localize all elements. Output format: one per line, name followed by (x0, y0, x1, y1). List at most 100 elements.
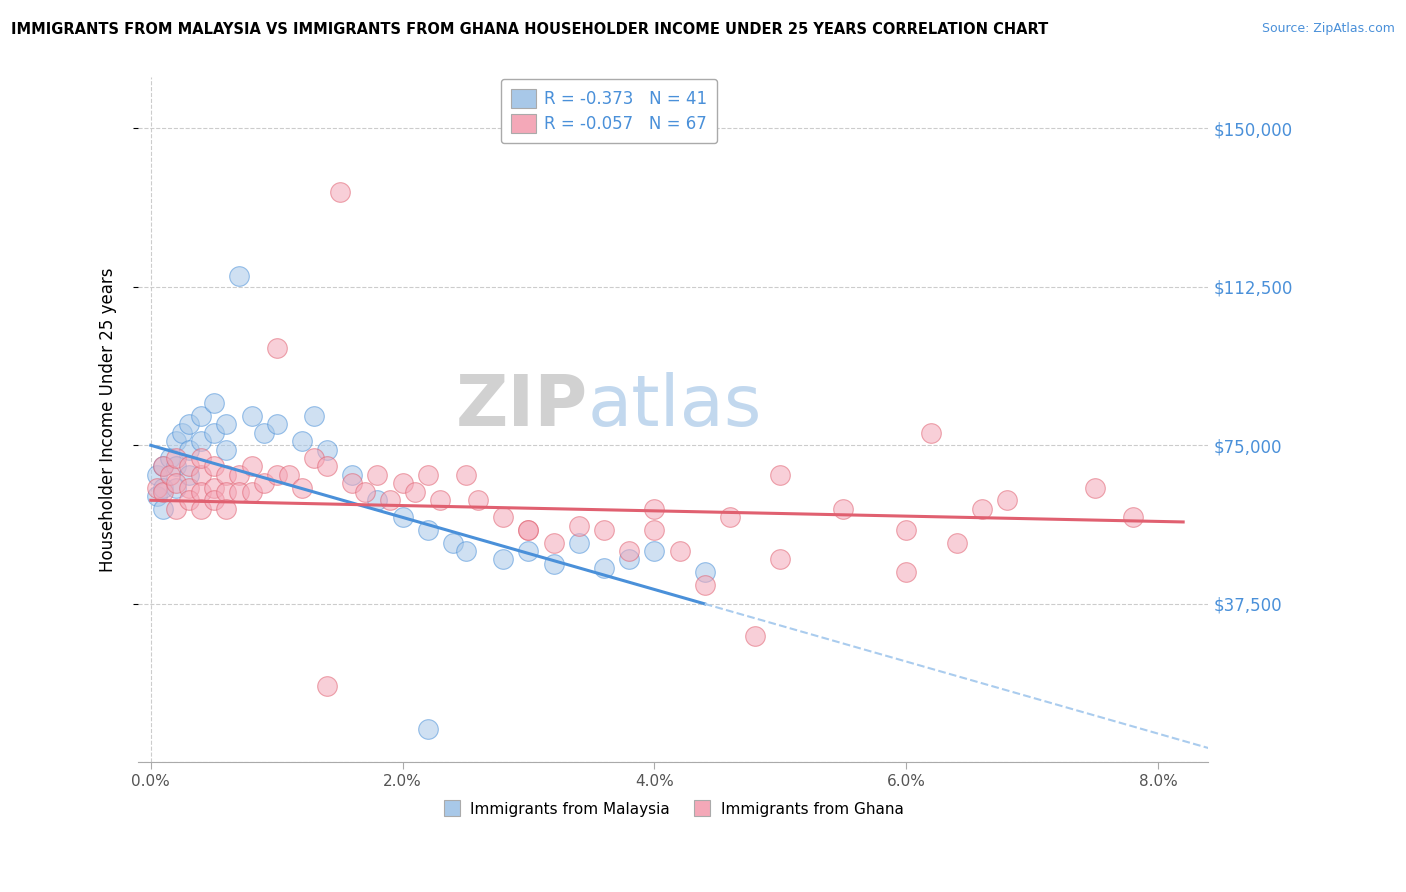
Point (146, 489, 169, 503)
Point (215, 484, 238, 499)
Point (190, 409, 212, 423)
Point (429, 493, 451, 508)
Point (190, 467, 212, 482)
Point (316, 442, 339, 457)
Point (668, 544, 690, 558)
Point (240, 459, 263, 474)
Point (945, 535, 967, 549)
Point (159, 467, 181, 482)
Y-axis label: Householder Income Under 25 years: Householder Income Under 25 years (100, 268, 117, 572)
Point (202, 396, 225, 410)
Point (316, 459, 339, 474)
Point (454, 544, 477, 558)
Point (152, 501, 174, 516)
Point (202, 493, 225, 508)
Point (619, 552, 641, 566)
Point (253, 425, 276, 440)
Point (492, 510, 515, 524)
Point (215, 467, 238, 482)
Point (165, 501, 187, 516)
Point (146, 481, 169, 495)
Point (391, 510, 413, 524)
Point (228, 484, 250, 499)
Point (416, 467, 439, 482)
Point (215, 417, 238, 432)
Point (568, 518, 591, 533)
Text: atlas: atlas (588, 372, 762, 441)
Point (517, 544, 540, 558)
Point (190, 434, 212, 448)
Point (391, 476, 413, 491)
Point (492, 552, 515, 566)
Point (177, 442, 200, 457)
Point (266, 467, 288, 482)
Point (165, 459, 187, 474)
Point (995, 493, 1018, 508)
Point (240, 484, 263, 499)
Point (215, 501, 238, 516)
Point (643, 501, 665, 516)
Point (266, 341, 288, 355)
Point (152, 484, 174, 499)
Point (190, 501, 212, 516)
Point (454, 467, 477, 482)
Point (353, 484, 375, 499)
Point (177, 467, 200, 482)
Point (202, 425, 225, 440)
Text: IMMIGRANTS FROM MALAYSIA VS IMMIGRANTS FROM GHANA HOUSEHOLDER INCOME UNDER 25 YE: IMMIGRANTS FROM MALAYSIA VS IMMIGRANTS F… (11, 22, 1049, 37)
Point (165, 476, 187, 491)
Point (366, 493, 388, 508)
Point (146, 467, 169, 482)
Text: ZIP: ZIP (456, 372, 588, 441)
Point (643, 523, 665, 537)
Point (366, 467, 388, 482)
Point (378, 493, 401, 508)
Point (278, 467, 301, 482)
Point (304, 409, 326, 423)
Text: Source: ZipAtlas.com: Source: ZipAtlas.com (1261, 22, 1395, 36)
Point (441, 535, 464, 549)
Point (152, 459, 174, 474)
Point (152, 481, 174, 495)
Point (177, 493, 200, 508)
Point (165, 450, 187, 465)
Point (240, 409, 263, 423)
Point (316, 679, 339, 693)
Point (172, 425, 194, 440)
Point (416, 722, 439, 736)
Point (266, 417, 288, 432)
Point (342, 476, 364, 491)
Point (253, 476, 276, 491)
Point (718, 510, 741, 524)
Point (896, 523, 918, 537)
Point (643, 544, 665, 558)
Point (202, 459, 225, 474)
Point (202, 481, 225, 495)
Point (744, 629, 766, 643)
Point (832, 501, 855, 516)
Point (517, 523, 540, 537)
Point (543, 557, 565, 571)
Point (769, 552, 792, 566)
Point (190, 484, 212, 499)
Point (152, 459, 174, 474)
Point (177, 481, 200, 495)
Point (1084, 481, 1107, 495)
Point (416, 523, 439, 537)
Point (467, 493, 489, 508)
Point (769, 467, 792, 482)
Legend: Immigrants from Malaysia, Immigrants from Ghana: Immigrants from Malaysia, Immigrants fro… (437, 795, 910, 823)
Point (920, 425, 942, 440)
Point (177, 417, 200, 432)
Point (543, 535, 565, 549)
Point (190, 450, 212, 465)
Point (517, 523, 540, 537)
Point (159, 450, 181, 465)
Point (329, 185, 352, 199)
Point (693, 578, 716, 592)
Point (228, 467, 250, 482)
Point (291, 481, 314, 495)
Point (291, 434, 314, 448)
Point (568, 535, 591, 549)
Point (896, 565, 918, 579)
